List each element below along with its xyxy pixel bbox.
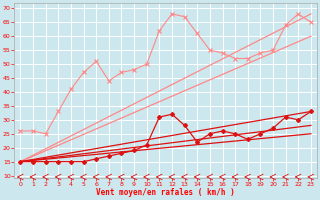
X-axis label: Vent moyen/en rafales ( km/h ): Vent moyen/en rafales ( km/h ) [96,188,235,197]
